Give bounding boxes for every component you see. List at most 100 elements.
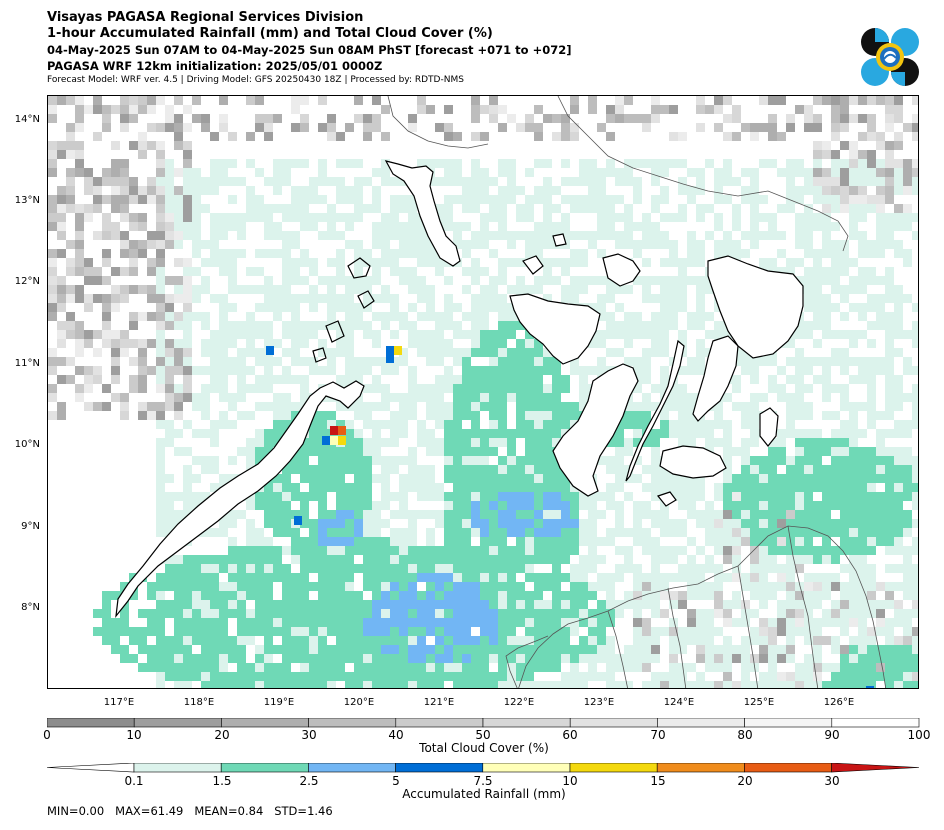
rain-cell xyxy=(327,366,336,375)
rain-cell xyxy=(327,627,336,636)
rain-cell xyxy=(723,240,732,249)
cloud-cell xyxy=(120,213,129,222)
rain-cell xyxy=(732,564,741,573)
rain-cell xyxy=(705,438,714,447)
rain-cell xyxy=(849,510,858,519)
rain-cell xyxy=(561,519,570,528)
cloud-cell xyxy=(318,123,327,132)
rain-cell xyxy=(498,330,507,339)
rain-cell xyxy=(489,546,498,555)
cloud-cell xyxy=(174,357,183,366)
rain-cell xyxy=(678,285,687,294)
cloud-cell xyxy=(876,609,885,618)
rain-cell xyxy=(858,276,867,285)
rain-cell xyxy=(822,213,831,222)
rain-cell xyxy=(867,636,876,645)
rain-cell xyxy=(534,645,543,654)
rain-cell xyxy=(633,222,642,231)
cloud-cell xyxy=(714,654,723,663)
cloud-cell xyxy=(147,240,156,249)
rain-cell xyxy=(237,285,246,294)
rain-cell xyxy=(480,438,489,447)
rain-cell xyxy=(804,303,813,312)
rain-cell xyxy=(615,501,624,510)
rain-cell xyxy=(255,456,264,465)
rain-cell xyxy=(867,339,876,348)
rain-cell xyxy=(480,465,489,474)
rain-cell xyxy=(597,600,606,609)
rain-cell xyxy=(741,609,750,618)
rain-cell xyxy=(345,627,354,636)
rain-cell xyxy=(255,168,264,177)
rain-cell xyxy=(228,456,237,465)
rain-cell xyxy=(93,627,102,636)
cloud-cell xyxy=(48,285,57,294)
mindanao-island xyxy=(518,525,887,688)
cloud-cell xyxy=(93,375,102,384)
cloud-cell xyxy=(885,114,894,123)
rain-cell xyxy=(282,240,291,249)
rain-cell xyxy=(696,303,705,312)
rain-cell xyxy=(867,609,876,618)
cloud-cell xyxy=(111,330,120,339)
rain-cell xyxy=(345,438,354,447)
rain-cell xyxy=(903,420,912,429)
rain-cell xyxy=(885,654,894,663)
rain-cell xyxy=(471,483,480,492)
cloud-cell xyxy=(714,609,723,618)
rain-swatch xyxy=(831,763,920,773)
rain-cell xyxy=(255,321,264,330)
rain-cell xyxy=(804,681,813,688)
cloud-cell xyxy=(867,591,876,600)
rain-cell xyxy=(345,654,354,663)
rain-cell xyxy=(363,420,372,429)
rain-cell xyxy=(831,546,840,555)
rain-cell xyxy=(462,447,471,456)
rain-cell xyxy=(471,159,480,168)
cloud-cell xyxy=(93,348,102,357)
rain-cell xyxy=(336,546,345,555)
rain-cell xyxy=(768,546,777,555)
rain-cell xyxy=(381,384,390,393)
rain-cell xyxy=(615,510,624,519)
rain-cell xyxy=(597,672,606,681)
rain-cell xyxy=(831,501,840,510)
cloud-cell xyxy=(48,294,57,303)
rain-cell xyxy=(156,609,165,618)
rain-cell xyxy=(795,366,804,375)
rain-cell xyxy=(399,582,408,591)
rain-cell xyxy=(768,591,777,600)
cloud-cell xyxy=(615,96,624,105)
rain-cell xyxy=(750,528,759,537)
rain-cell xyxy=(336,303,345,312)
rain-cell xyxy=(687,402,696,411)
rain-cell xyxy=(597,636,606,645)
rain-cell xyxy=(273,159,282,168)
rain-cell xyxy=(372,294,381,303)
cloud-cell xyxy=(840,105,849,114)
rain-cell xyxy=(201,573,210,582)
rain-cell xyxy=(804,249,813,258)
rain-cell xyxy=(300,510,309,519)
cloud-cell xyxy=(183,204,192,213)
cloud-cell xyxy=(885,105,894,114)
rain-cell xyxy=(561,672,570,681)
cloud-cell xyxy=(120,402,129,411)
rain-cell xyxy=(147,582,156,591)
rain-cell xyxy=(219,330,228,339)
rain-cell xyxy=(759,456,768,465)
rain-cell xyxy=(201,204,210,213)
rain-cell xyxy=(705,501,714,510)
rain-cell xyxy=(363,537,372,546)
cloud-cell xyxy=(354,114,363,123)
rain-cell xyxy=(615,447,624,456)
cloud-cell xyxy=(102,222,111,231)
rain-cell xyxy=(372,591,381,600)
rain-cell xyxy=(147,654,156,663)
rain-cell xyxy=(345,564,354,573)
rain-cell xyxy=(822,582,831,591)
rain-cell xyxy=(804,672,813,681)
rain-cell xyxy=(435,267,444,276)
rain-cell xyxy=(120,645,129,654)
rain-cell xyxy=(192,168,201,177)
